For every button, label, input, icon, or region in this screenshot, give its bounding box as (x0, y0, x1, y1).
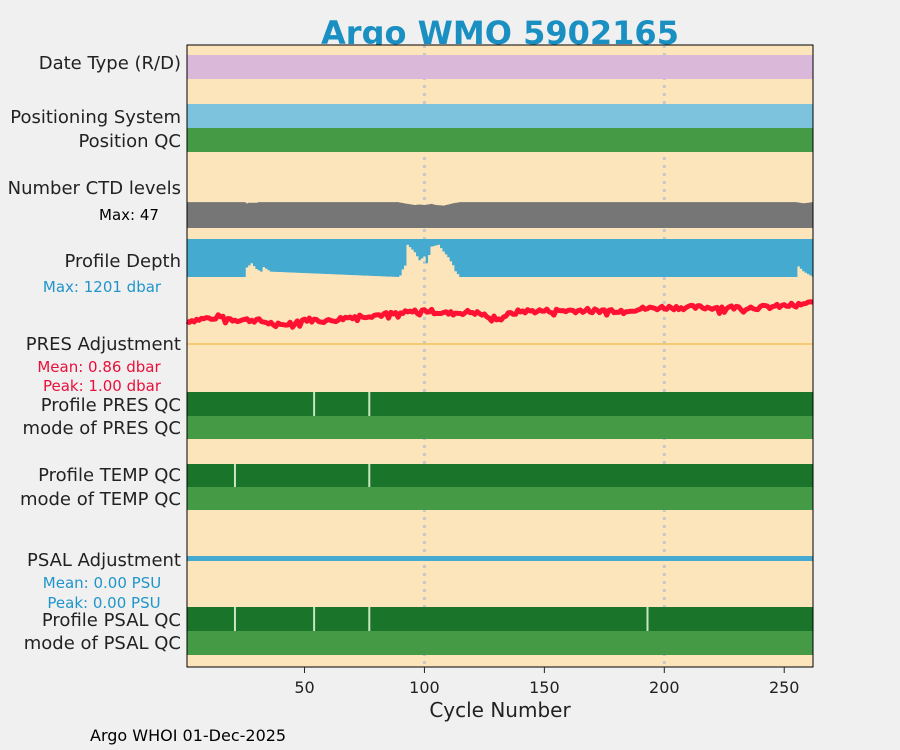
label-profile-pres-qc: Profile PRES QC (41, 395, 181, 416)
pres-adjustment-line (185, 299, 814, 330)
x-tick-label-250: 250 (769, 678, 800, 697)
x-tick-label-200: 200 (649, 678, 680, 697)
label-profile-depth: Profile Depth (64, 251, 181, 272)
label-mode-pres-qc: mode of PRES QC (23, 418, 181, 439)
label-profile-temp-qc: Profile TEMP QC (38, 465, 181, 486)
plot-frame (186, 44, 814, 668)
x-tick-label-100: 100 (409, 678, 440, 697)
label-number-ctd-levels: Number CTD levels (8, 178, 181, 199)
annotations: Max: 47 Max: 1201 dbar Mean: 0.86 dbar P… (37, 206, 162, 612)
label-position-qc: Position QC (78, 131, 181, 152)
position-qc-band (187, 128, 813, 152)
mode-psal-qc-band (187, 631, 813, 655)
psal-peak-label: Peak: 0.00 PSU (47, 594, 160, 612)
psal-mean-label: Mean: 0.00 PSU (43, 574, 161, 592)
mode-pres-qc-band (187, 416, 813, 439)
label-positioning-system: Positioning System (10, 107, 181, 128)
x-tick-label-50: 50 (294, 678, 314, 697)
footer-credit: Argo WHOI 01-Dec-2025 (90, 726, 286, 745)
x-tick-label-150: 150 (529, 678, 560, 697)
label-profile-psal-qc: Profile PSAL QC (42, 610, 181, 631)
profile-pres-qc-band (187, 392, 813, 416)
profile-depth-area (187, 239, 813, 277)
row-labels: Date Type (R/D) Positioning System Posit… (8, 53, 181, 654)
positioning-system-band (187, 104, 813, 128)
pres-mean-label: Mean: 0.86 dbar (37, 358, 161, 376)
date-type-band (187, 55, 813, 79)
label-date-type: Date Type (R/D) (39, 53, 181, 74)
depth-max-label: Max: 1201 dbar (43, 278, 162, 296)
pres-peak-label: Peak: 1.00 dbar (43, 377, 162, 395)
label-mode-psal-qc: mode of PSAL QC (24, 633, 181, 654)
ctd-max-label: Max: 47 (99, 206, 159, 224)
profile-psal-qc-band (187, 607, 813, 631)
psal-adjustment-line (187, 556, 813, 561)
x-axis-label: Cycle Number (429, 698, 571, 722)
label-psal-adjustment: PSAL Adjustment (27, 550, 181, 571)
temp-qc-flags (233, 464, 371, 487)
mode-temp-qc-band (187, 487, 813, 510)
x-axis-ticks: 50 100 150 200 250 (294, 667, 799, 697)
pres-qc-flags (313, 392, 371, 416)
psal-qc-flags (233, 607, 649, 631)
profile-temp-qc-band (187, 464, 813, 487)
ctd-levels-area (187, 202, 813, 228)
label-pres-adjustment: PRES Adjustment (26, 334, 181, 355)
label-mode-temp-qc: mode of TEMP QC (20, 489, 181, 510)
